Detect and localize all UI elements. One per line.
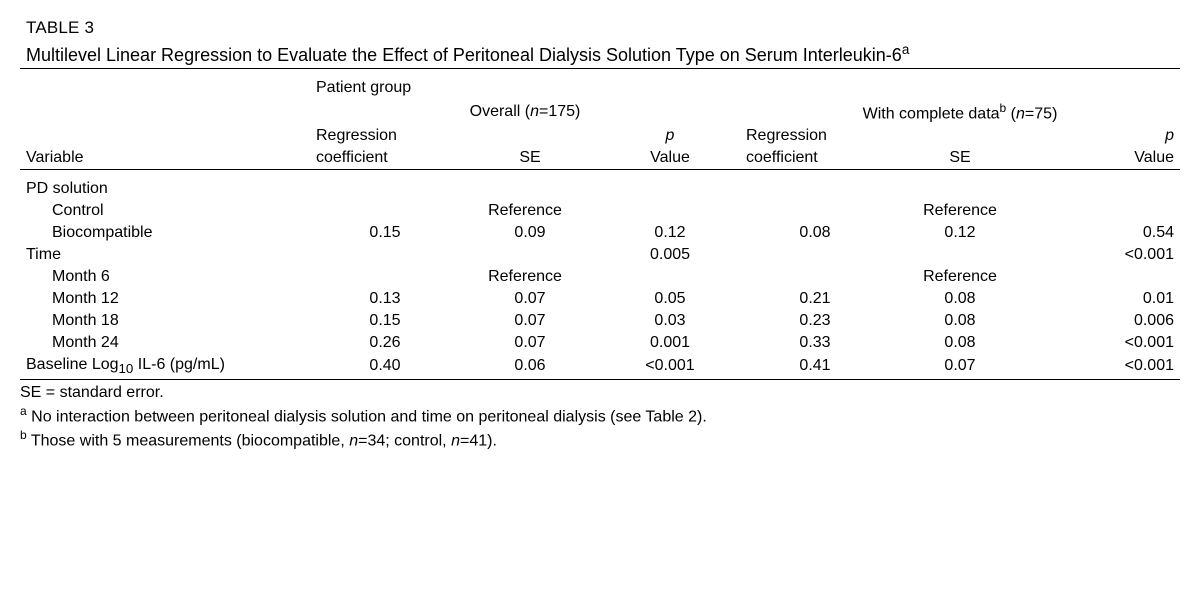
col-p-2a: Value (600, 147, 740, 170)
overall-group-header: Overall (n=175) (310, 99, 740, 125)
cell: <0.001 (1030, 332, 1180, 354)
table-row: Month 6 Reference Reference (20, 266, 1180, 288)
table-row: Month 18 0.15 0.07 0.03 0.23 0.08 0.006 (20, 310, 1180, 332)
table-caption-label-row: TABLE 3 (20, 16, 1180, 40)
cell: 0.15 (310, 222, 460, 244)
table-row: PD solution (20, 178, 1180, 200)
row-label: Month 6 (20, 266, 310, 288)
row-label: Month 12 (20, 288, 310, 310)
cell: <0.001 (1030, 244, 1180, 266)
row-label: PD solution (20, 178, 310, 200)
table-row: Control Reference Reference (20, 200, 1180, 222)
row-label: Baseline Log10 IL-6 (pg/mL) (20, 354, 310, 379)
cell: 0.08 (890, 310, 1030, 332)
table-caption-title-row: Multilevel Linear Regression to Evaluate… (20, 40, 1180, 69)
col-p-2b: Value (1030, 147, 1180, 170)
cell: 0.07 (460, 310, 600, 332)
cell: 0.21 (740, 288, 890, 310)
col-regcoef-1b: Regression (740, 125, 890, 147)
cell: 0.26 (310, 332, 460, 354)
col-regcoef-2a: coefficient (310, 147, 460, 170)
cell: 0.08 (890, 332, 1030, 354)
table-row: Time 0.005 <0.001 (20, 244, 1180, 266)
table-row: Month 12 0.13 0.07 0.05 0.21 0.08 0.01 (20, 288, 1180, 310)
footnote-se: SE = standard error. (20, 384, 1180, 402)
cell: <0.001 (600, 354, 740, 379)
header-group-row: Overall (n=175) With complete datab (n=7… (20, 99, 1180, 125)
cell: 0.09 (460, 222, 600, 244)
col-se-b: SE (890, 147, 1030, 170)
col-se-a: SE (460, 147, 600, 170)
col-regcoef-2b: coefficient (740, 147, 890, 170)
cell: 0.41 (740, 354, 890, 379)
cell: 0.006 (1030, 310, 1180, 332)
reference-cell: Reference (310, 266, 740, 288)
cell: 0.33 (740, 332, 890, 354)
cell: <0.001 (1030, 354, 1180, 379)
cell: 0.15 (310, 310, 460, 332)
reference-cell: Reference (740, 266, 1180, 288)
cell: 0.07 (460, 332, 600, 354)
table-label: TABLE 3 (20, 16, 1180, 40)
header-supergroup-row: Patient group (20, 77, 1180, 99)
row-label: Time (20, 244, 310, 266)
cell: 0.08 (890, 288, 1030, 310)
row-label: Control (20, 200, 310, 222)
cell: 0.001 (600, 332, 740, 354)
table-row: Baseline Log10 IL-6 (pg/mL) 0.40 0.06 <0… (20, 354, 1180, 379)
table-row: Month 24 0.26 0.07 0.001 0.33 0.08 <0.00… (20, 332, 1180, 354)
col-variable: Variable (20, 147, 310, 170)
cell: 0.12 (600, 222, 740, 244)
cell: 0.005 (600, 244, 740, 266)
row-label: Month 18 (20, 310, 310, 332)
col-p-1a: p (600, 125, 740, 147)
footnote-b: b Those with 5 measurements (biocompatib… (20, 428, 1180, 450)
cell: 0.01 (1030, 288, 1180, 310)
cell: 0.54 (1030, 222, 1180, 244)
cell: 0.23 (740, 310, 890, 332)
col-p-1b: p (1030, 125, 1180, 147)
patient-group-header: Patient group (310, 77, 1180, 99)
cell: 0.12 (890, 222, 1030, 244)
header-columns-row-1: Regression p Regression p (20, 125, 1180, 147)
cell: 0.07 (890, 354, 1030, 379)
complete-group-header: With complete datab (n=75) (740, 99, 1180, 125)
footnotes: SE = standard error. a No interaction be… (20, 384, 1180, 451)
cell: 0.06 (460, 354, 600, 379)
row-label: Month 24 (20, 332, 310, 354)
cell: 0.08 (740, 222, 890, 244)
reference-cell: Reference (310, 200, 740, 222)
footnote-a: a No interaction between peritoneal dial… (20, 404, 1180, 426)
cell: 0.07 (460, 288, 600, 310)
col-regcoef-1a: Regression (310, 125, 460, 147)
table-row: Biocompatible 0.15 0.09 0.12 0.08 0.12 0… (20, 222, 1180, 244)
cell: 0.40 (310, 354, 460, 379)
cell: 0.13 (310, 288, 460, 310)
cell: 0.05 (600, 288, 740, 310)
row-label: Biocompatible (20, 222, 310, 244)
regression-table: TABLE 3 Multilevel Linear Regression to … (20, 16, 1180, 380)
header-columns-row-2: Variable coefficient SE Value coefficien… (20, 147, 1180, 170)
cell: 0.03 (600, 310, 740, 332)
reference-cell: Reference (740, 200, 1180, 222)
table-title: Multilevel Linear Regression to Evaluate… (20, 40, 1180, 69)
